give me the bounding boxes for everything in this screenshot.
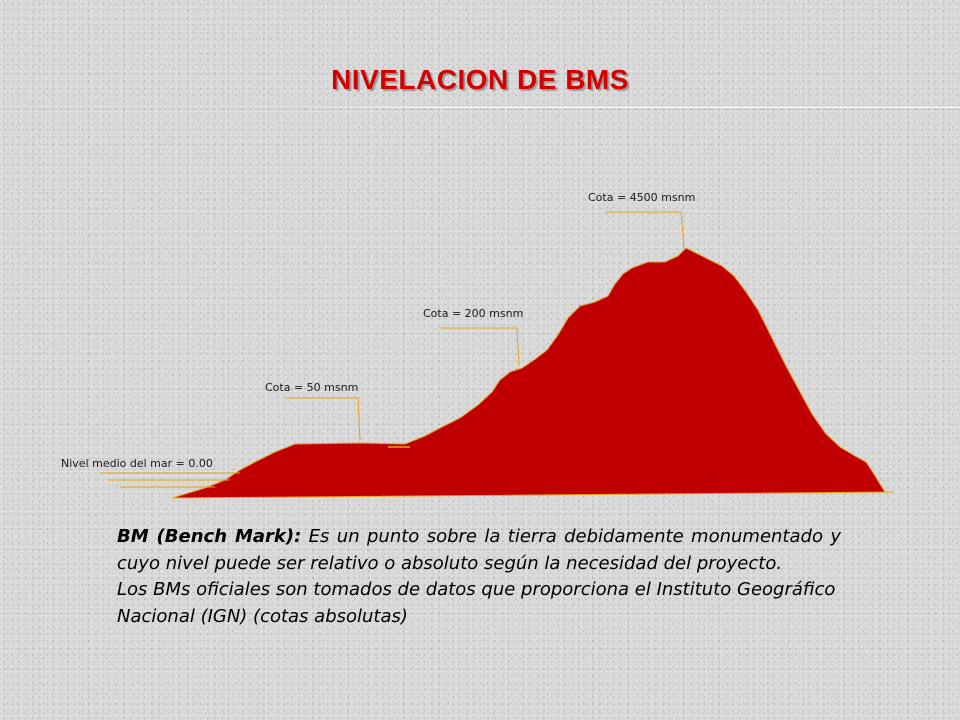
slide-title: NIVELACION DE BMS	[331, 64, 629, 95]
cota-4500-leader	[605, 211, 685, 249]
definition-term: BM (Bench Mark):	[117, 526, 302, 547]
cota-4500-label: Cota = 4500 msnm	[588, 191, 695, 204]
definition-text: Es un punto sobre la tierra debidamente …	[117, 526, 841, 574]
sea-level-label: Nivel medio del mar = 0.00	[61, 457, 213, 470]
cota-200-leader	[440, 327, 520, 367]
cota-50-label: Cota = 50 msnm	[265, 381, 358, 394]
mountain-profile	[171, 247, 895, 499]
title-underline	[300, 107, 960, 108]
cota-50-leader	[285, 397, 361, 441]
official-paragraph: Los BMs oficiales son tomados de datos q…	[117, 579, 836, 627]
body-text: BM (Bench Mark): Es un punto sobre la ti…	[117, 524, 841, 630]
cota-200-label: Cota = 200 msnm	[423, 307, 523, 320]
definition-paragraph: BM (Bench Mark): Es un punto sobre la ti…	[117, 524, 841, 577]
